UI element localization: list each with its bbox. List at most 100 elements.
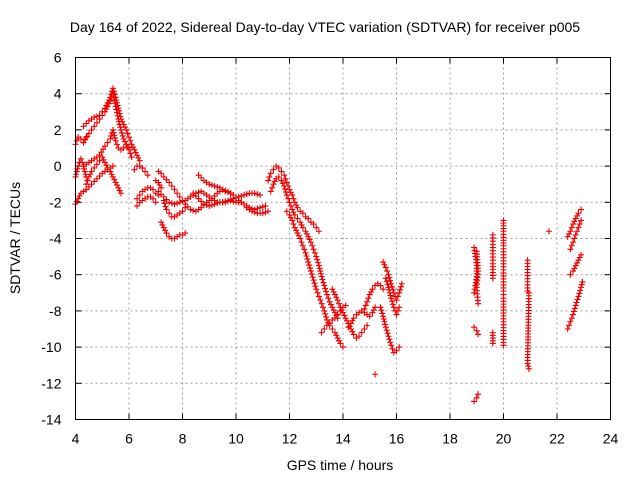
data-point	[166, 179, 173, 186]
data-point	[333, 312, 340, 319]
data-point	[162, 227, 169, 234]
data-point	[314, 289, 321, 296]
data-point	[224, 189, 231, 196]
data-point	[120, 145, 127, 151]
data-point	[572, 302, 579, 309]
data-point	[166, 199, 173, 206]
data-point	[152, 199, 159, 206]
data-point	[195, 195, 202, 202]
data-point	[286, 211, 293, 218]
data-point	[312, 283, 319, 290]
data-point	[370, 306, 377, 313]
data-point	[389, 301, 396, 308]
data-point	[111, 135, 118, 142]
data-point	[320, 279, 327, 286]
data-point	[111, 132, 118, 139]
data-point	[271, 178, 278, 185]
data-point	[88, 181, 95, 188]
data-point	[316, 265, 323, 272]
data-point	[238, 199, 245, 206]
data-point	[77, 155, 84, 162]
data-point	[134, 195, 141, 202]
data-point	[160, 224, 167, 231]
data-point	[383, 278, 390, 285]
data-point	[342, 302, 349, 309]
data-point	[254, 191, 261, 198]
data-point	[307, 265, 314, 272]
data-point	[286, 199, 293, 206]
data-point	[241, 192, 248, 199]
data-point	[287, 214, 294, 221]
data-point	[318, 273, 325, 280]
data-point	[309, 242, 316, 249]
data-point	[85, 130, 92, 137]
data-point	[112, 179, 119, 186]
data-point	[160, 197, 167, 204]
data-point	[377, 282, 384, 289]
data-point	[345, 324, 352, 331]
data-point	[326, 320, 333, 327]
data-point	[333, 332, 340, 339]
data-point	[369, 286, 376, 293]
data-point	[570, 308, 577, 315]
data-point	[265, 177, 272, 184]
data-point	[132, 149, 139, 156]
data-point	[251, 190, 258, 197]
data-point	[107, 97, 114, 104]
data-point	[203, 202, 210, 209]
y-tick-label: -6	[49, 267, 62, 283]
data-point	[566, 322, 573, 329]
data-point	[574, 296, 581, 303]
data-point	[384, 268, 391, 275]
data-point	[227, 197, 234, 204]
data-point	[313, 253, 320, 260]
data-point	[179, 208, 186, 215]
y-tick-label: 4	[54, 86, 62, 102]
data-point	[385, 333, 392, 340]
data-point	[289, 217, 296, 224]
data-point	[128, 141, 135, 148]
data-point	[179, 198, 186, 205]
data-point	[73, 137, 80, 144]
data-point	[101, 108, 108, 115]
data-point	[380, 259, 387, 266]
data-point	[364, 322, 371, 329]
data-point	[313, 224, 320, 231]
data-point	[159, 221, 166, 228]
data-point	[109, 163, 116, 170]
data-point	[105, 100, 112, 107]
data-point	[489, 340, 496, 347]
data-point	[85, 173, 92, 180]
data-point	[311, 280, 318, 287]
data-point	[96, 116, 103, 123]
data-point	[187, 206, 194, 213]
data-point	[208, 182, 215, 189]
data-point	[174, 200, 181, 207]
data-point	[327, 301, 334, 308]
data-point	[315, 262, 322, 269]
data-point	[81, 168, 88, 175]
data-point	[361, 326, 368, 332]
data-point	[293, 202, 300, 209]
data-point	[570, 311, 577, 318]
data-point	[290, 209, 297, 216]
data-point	[160, 173, 167, 180]
data-point	[108, 132, 115, 139]
data-point	[93, 119, 100, 126]
data-point	[99, 112, 106, 119]
data-point	[571, 305, 578, 312]
data-point	[567, 228, 574, 235]
data-point	[77, 135, 84, 142]
x-tick-label: 24	[603, 431, 619, 447]
data-point	[96, 173, 103, 180]
data-point	[335, 300, 342, 307]
data-point	[393, 297, 400, 304]
data-point	[578, 281, 585, 288]
data-point	[340, 309, 346, 316]
data-point	[114, 112, 121, 119]
data-point	[109, 85, 116, 92]
data-point	[93, 175, 100, 182]
data-point	[380, 313, 387, 320]
data-point	[294, 215, 301, 222]
data-point	[73, 198, 80, 205]
